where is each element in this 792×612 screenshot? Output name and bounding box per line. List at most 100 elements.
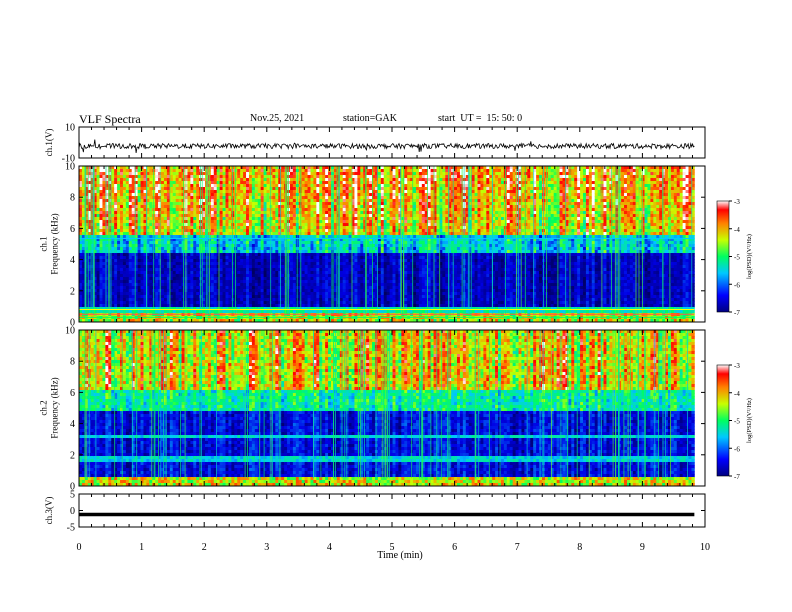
spectrogram-cell	[140, 166, 144, 170]
spectrogram-cell	[222, 301, 226, 305]
spectrogram-cell	[114, 169, 118, 173]
spectrogram-cell	[114, 235, 118, 239]
spectrogram-cell	[172, 205, 177, 209]
spectrogram-cell	[257, 292, 262, 296]
spectrogram-cell	[219, 196, 223, 200]
spectrogram-cell	[292, 310, 297, 314]
spectrogram-cell	[114, 178, 118, 182]
spectrogram-cell	[155, 223, 159, 227]
spectrogram-cell	[342, 196, 347, 200]
spectrogram-cell	[117, 217, 121, 221]
spectrogram-cell	[90, 286, 95, 290]
spectrogram-cell	[140, 271, 144, 275]
spectrogram-cell	[131, 202, 136, 206]
spectrogram-cell	[175, 256, 180, 260]
spectrogram-cell	[87, 208, 92, 212]
spectrogram-cell	[105, 310, 109, 314]
spectrogram-cell	[202, 196, 206, 200]
spectrogram-cell	[134, 280, 139, 284]
spectrogram-cell	[272, 190, 276, 194]
spectrogram-cell	[99, 307, 103, 311]
spectrogram-cell	[342, 250, 347, 254]
spectrogram-cell	[222, 184, 226, 188]
spectrogram-cell	[216, 289, 221, 293]
spectrogram-cell	[313, 184, 317, 188]
spectrogram-cell	[231, 232, 235, 236]
spectrogram-cell	[161, 283, 165, 287]
spectrogram-cell	[79, 319, 83, 323]
spectrogram-cell	[117, 298, 121, 302]
spectrogram-cell	[193, 283, 197, 287]
spectrogram-cell	[287, 301, 291, 305]
spectrogram-cell	[193, 220, 197, 224]
spectrogram-cell	[342, 187, 347, 191]
spectrogram-cell	[284, 184, 288, 188]
spectrogram-cell	[287, 196, 291, 200]
spectrogram-cell	[281, 238, 285, 242]
spectrogram-cell	[289, 268, 294, 272]
spectrogram-cell	[131, 310, 136, 314]
spectrogram-cell	[216, 241, 221, 245]
spectrogram-cell	[172, 250, 177, 254]
spectrogram-cell	[149, 244, 153, 248]
spectrogram-cell	[336, 319, 341, 323]
spectrogram-cell	[354, 235, 358, 239]
spectrogram-cell	[310, 211, 314, 215]
spectrogram-cell	[161, 319, 165, 323]
spectrogram-cell	[175, 199, 180, 203]
spectrogram-cell	[328, 187, 332, 191]
spectrogram-cell	[120, 172, 124, 176]
spectrogram-cell	[146, 247, 150, 251]
spectrogram-cell	[172, 184, 177, 188]
spectrogram-cell	[342, 235, 347, 239]
spectrogram-cell	[175, 277, 180, 281]
spectrogram-cell	[213, 253, 218, 257]
spectrogram-cell	[105, 178, 109, 182]
spectrogram-cell	[284, 292, 288, 296]
spectrogram-cell	[216, 178, 221, 182]
spectrogram-cell	[263, 169, 267, 173]
spectrogram-cell	[254, 166, 259, 170]
spectrogram-cell	[125, 304, 130, 308]
spectrogram-cell	[210, 181, 215, 185]
spectrogram-cell	[257, 202, 262, 206]
spectrogram-cell	[240, 214, 244, 218]
spectrogram-cell	[96, 250, 100, 254]
spectrogram-cell	[260, 223, 265, 227]
spectrogram-cell	[143, 217, 147, 221]
spectrogram-cell	[231, 256, 235, 260]
spectrogram-cell	[331, 220, 335, 224]
spectrogram-cell	[307, 289, 311, 293]
spectrogram-cell	[105, 226, 109, 230]
spectrogram-cell	[257, 169, 262, 173]
spectrogram-cell	[246, 181, 250, 185]
spectrogram-cell	[357, 298, 361, 302]
spectrogram-cell	[134, 184, 139, 188]
spectrogram-cell	[128, 220, 133, 224]
spectrogram-cell	[304, 283, 308, 287]
spectrogram-cell	[111, 196, 115, 200]
spectrogram-cell	[96, 172, 100, 176]
spectrogram-cell	[79, 220, 83, 224]
spectrogram-cell	[79, 241, 83, 245]
spectrogram-cell	[313, 211, 317, 215]
spectrogram-cell	[248, 280, 253, 284]
spectrogram-cell	[87, 214, 92, 218]
spectrogram-cell	[93, 172, 97, 176]
spectrogram-cell	[322, 211, 326, 215]
spectrogram-cell	[187, 232, 191, 236]
spectrogram-cell	[143, 166, 147, 170]
spectrogram-cell	[231, 211, 235, 215]
spectrogram-cell	[333, 247, 338, 251]
spectrogram-cell	[146, 172, 150, 176]
spectrogram-cell	[234, 307, 238, 311]
spectrogram-cell	[128, 241, 133, 245]
spectrogram-cell	[240, 310, 244, 314]
spectrogram-cell	[219, 298, 223, 302]
spectrogram-cell	[175, 196, 180, 200]
spectrogram-cell	[87, 175, 92, 179]
spectrogram-cell	[84, 205, 89, 209]
spectrogram-cell	[322, 271, 326, 275]
spectrogram-cell	[158, 286, 162, 290]
spectrogram-cell	[114, 304, 118, 308]
